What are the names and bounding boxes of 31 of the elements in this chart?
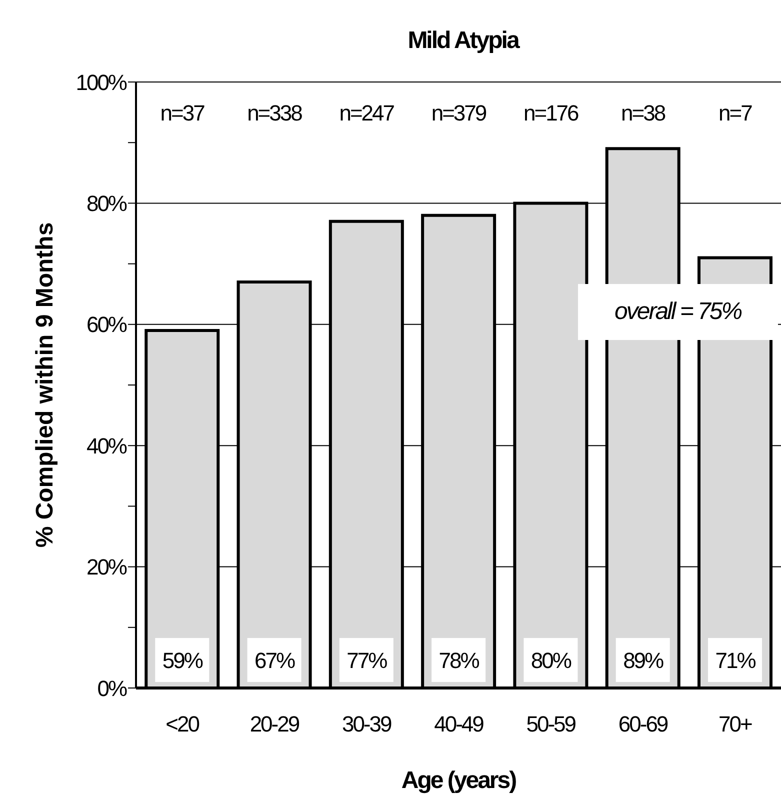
y-tick-label: 0% [97,676,127,701]
data-label: 71% [715,648,756,673]
annotation: n=176 [523,100,580,126]
y-tick-label: 20% [86,554,127,580]
annotation: n=338 [247,100,303,126]
y-tick-label: 80% [86,191,127,216]
annotation: overall = 75% [578,284,778,340]
x-tick-label: 60-69 [618,712,668,737]
data-label: 67% [254,648,295,673]
x-tick-label: 50-59 [526,712,576,737]
annotation: n=7 [718,100,753,126]
data-label: 77% [346,648,388,673]
x-tick-label: 20-29 [250,712,300,737]
x-axis-title: Age (years) [401,767,516,794]
data-label: 80% [530,648,572,673]
data-label: 78% [438,648,480,673]
x-tick-label: <20 [166,712,200,737]
annotation: n=379 [431,100,487,126]
x-tick-label: 70+ [718,712,752,737]
annotation: n=38 [621,100,666,126]
data-label: 59% [162,648,203,673]
y-axis-title: % Complied within 9 Months [32,222,59,548]
x-tick-label: 30-39 [342,712,392,737]
annotation: n=247 [339,100,395,126]
y-tick-label: 40% [86,433,127,458]
annotation: n=37 [160,100,206,126]
x-tick-label: 40-49 [434,712,484,737]
chart-title: Mild Atypia [408,27,520,54]
y-tick-label: 100% [76,70,127,95]
data-label: 89% [623,648,664,673]
y-tick-label: 60% [86,312,127,338]
